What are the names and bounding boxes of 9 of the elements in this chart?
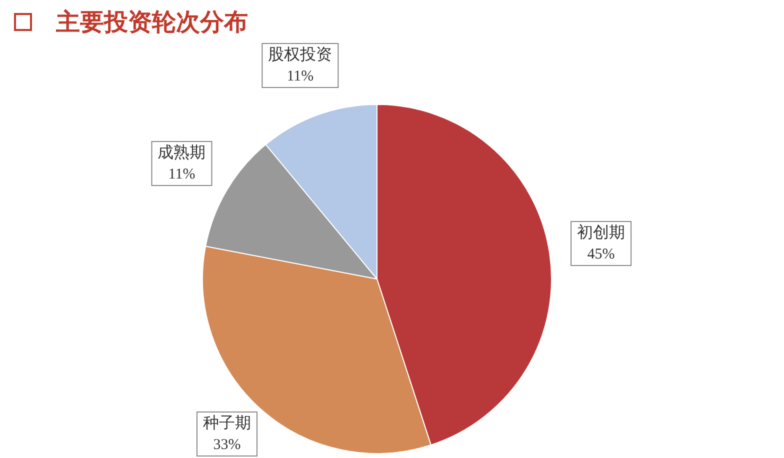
data-label: 11%: [286, 68, 314, 84]
data-label: 45%: [587, 246, 615, 262]
data-label: 33%: [213, 436, 241, 453]
data-label: 11%: [168, 166, 196, 182]
slice-label: 成熟期: [158, 142, 206, 162]
slice-label: 股权投资: [268, 44, 332, 64]
slice-label: 初创期: [577, 222, 626, 242]
slice-label: 种子期: [202, 413, 251, 432]
chart-title: 主要投资轮次分布: [56, 7, 248, 38]
